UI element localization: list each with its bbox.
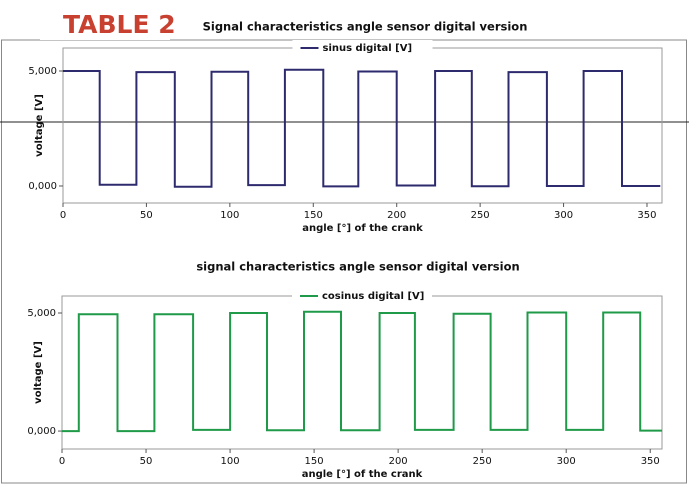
x-tick-label: 300: [557, 456, 576, 467]
y-axis-label: voltage [V]: [34, 94, 45, 157]
chart-title: Signal characteristics angle sensor digi…: [203, 20, 528, 34]
page-label: TABLE 2: [63, 10, 176, 39]
x-tick-label: 150: [304, 210, 323, 221]
y-axis-label: voltage [V]: [33, 341, 44, 404]
y-tick-label: 5,000: [27, 308, 56, 319]
x-tick-label: 250: [471, 210, 490, 221]
x-tick-label: 250: [473, 456, 492, 467]
x-tick-label: 0: [59, 456, 65, 467]
chart-title: signal characteristics angle sensor digi…: [196, 260, 519, 274]
series-line: [63, 68, 661, 188]
x-tick-label: 0: [60, 210, 66, 221]
legend-label: sinus digital [V]: [323, 43, 413, 54]
y-tick-label: 0,000: [28, 181, 57, 192]
x-axis-label: angle [°] of the crank: [302, 469, 423, 480]
plot-area: [61, 295, 663, 450]
x-axis-label: angle [°] of the crank: [302, 223, 423, 234]
legend-label: cosinus digital [V]: [322, 291, 424, 302]
x-tick-label: 200: [387, 210, 406, 221]
x-tick-label: 300: [554, 210, 573, 221]
label-bg: [40, 8, 170, 40]
x-tick-label: 200: [389, 456, 408, 467]
x-tick-label: 50: [140, 210, 153, 221]
x-tick-label: 350: [637, 210, 656, 221]
x-tick-label: 100: [221, 456, 240, 467]
x-tick-label: 350: [641, 456, 660, 467]
legend-bg: [292, 40, 433, 56]
y-tick-label: 0,000: [27, 426, 56, 437]
x-tick-label: 100: [220, 210, 239, 221]
series-line: [62, 310, 662, 433]
legend-bg: [292, 288, 432, 304]
x-tick-label: 150: [305, 456, 324, 467]
x-tick-label: 50: [140, 456, 153, 467]
y-tick-label: 5,000: [28, 66, 57, 77]
